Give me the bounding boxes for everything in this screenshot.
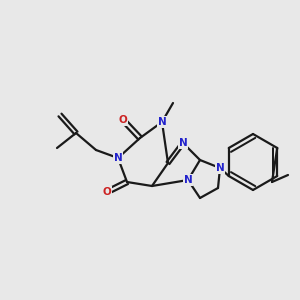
Text: O: O [118,115,127,125]
Text: N: N [184,175,192,185]
Text: N: N [216,163,224,173]
Text: O: O [103,187,111,197]
Text: N: N [114,153,122,163]
Text: N: N [178,138,188,148]
Text: N: N [158,117,166,127]
